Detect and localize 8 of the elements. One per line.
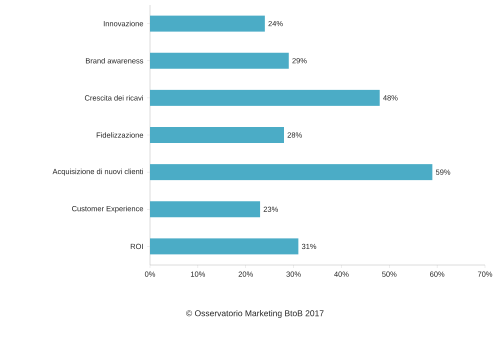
bar xyxy=(150,16,265,32)
bar xyxy=(150,127,284,144)
bar xyxy=(150,52,289,69)
bar xyxy=(150,201,260,218)
bar xyxy=(150,164,432,180)
bar xyxy=(150,238,298,254)
text: © Osservatorio Marketing BtoB 2017 xyxy=(186,310,324,318)
bar xyxy=(150,90,380,106)
